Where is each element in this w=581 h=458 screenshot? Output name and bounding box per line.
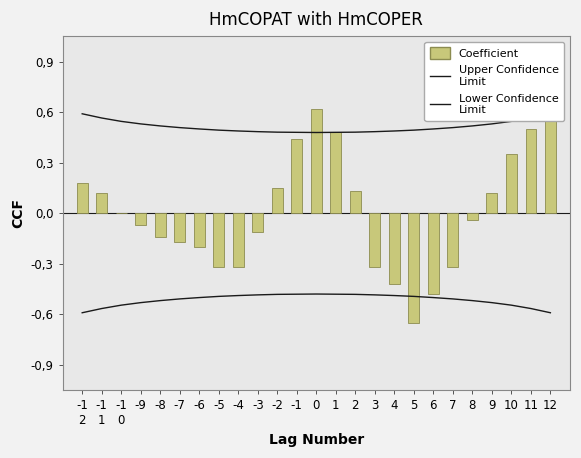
Bar [506,154,517,213]
Bar [233,213,243,267]
Bar [389,213,400,284]
Legend: Coefficient, Upper Confidence
Limit, Lower Confidence
Limit: Coefficient, Upper Confidence Limit, Low… [424,42,564,121]
Bar [135,213,146,225]
Bar [467,213,478,220]
Bar [174,213,185,242]
Bar [252,213,263,232]
Title: HmCOPAT with HmCOPER: HmCOPAT with HmCOPER [209,11,423,29]
Bar [370,213,380,267]
Bar [96,193,107,213]
Bar [525,129,536,213]
Bar [194,213,205,247]
X-axis label: Lag Number: Lag Number [268,433,364,447]
Bar [408,213,419,323]
Bar [311,109,322,213]
Bar [77,183,88,213]
Bar [428,213,439,294]
Bar [155,213,166,237]
Bar [292,139,302,213]
Bar [272,188,282,213]
Bar [350,191,361,213]
Bar [447,213,458,267]
Bar [213,213,224,267]
Bar [486,193,497,213]
Y-axis label: CCF: CCF [11,198,25,228]
Bar [331,132,341,213]
Bar [545,112,556,213]
